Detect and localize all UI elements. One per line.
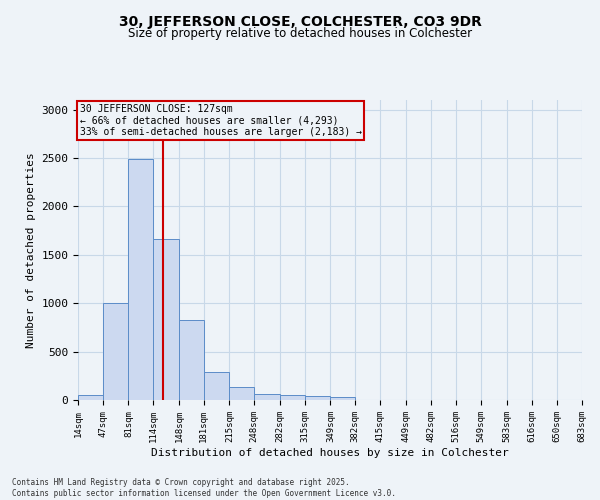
Bar xyxy=(103,303,128,400)
Y-axis label: Number of detached properties: Number of detached properties xyxy=(26,152,36,348)
Bar xyxy=(78,395,103,400)
X-axis label: Distribution of detached houses by size in Colchester: Distribution of detached houses by size … xyxy=(151,448,509,458)
Bar xyxy=(154,240,179,400)
Text: 30, JEFFERSON CLOSE, COLCHESTER, CO3 9DR: 30, JEFFERSON CLOSE, COLCHESTER, CO3 9DR xyxy=(119,15,481,29)
Text: Size of property relative to detached houses in Colchester: Size of property relative to detached ho… xyxy=(128,28,472,40)
Bar xyxy=(254,394,280,400)
Text: Contains HM Land Registry data © Crown copyright and database right 2025.
Contai: Contains HM Land Registry data © Crown c… xyxy=(12,478,396,498)
Bar xyxy=(204,372,229,400)
Bar xyxy=(179,320,204,400)
Text: 30 JEFFERSON CLOSE: 127sqm
← 66% of detached houses are smaller (4,293)
33% of s: 30 JEFFERSON CLOSE: 127sqm ← 66% of deta… xyxy=(80,104,362,137)
Bar xyxy=(128,159,154,400)
Bar xyxy=(280,394,305,400)
Bar xyxy=(305,396,331,400)
Bar xyxy=(331,397,355,400)
Bar xyxy=(229,388,254,400)
